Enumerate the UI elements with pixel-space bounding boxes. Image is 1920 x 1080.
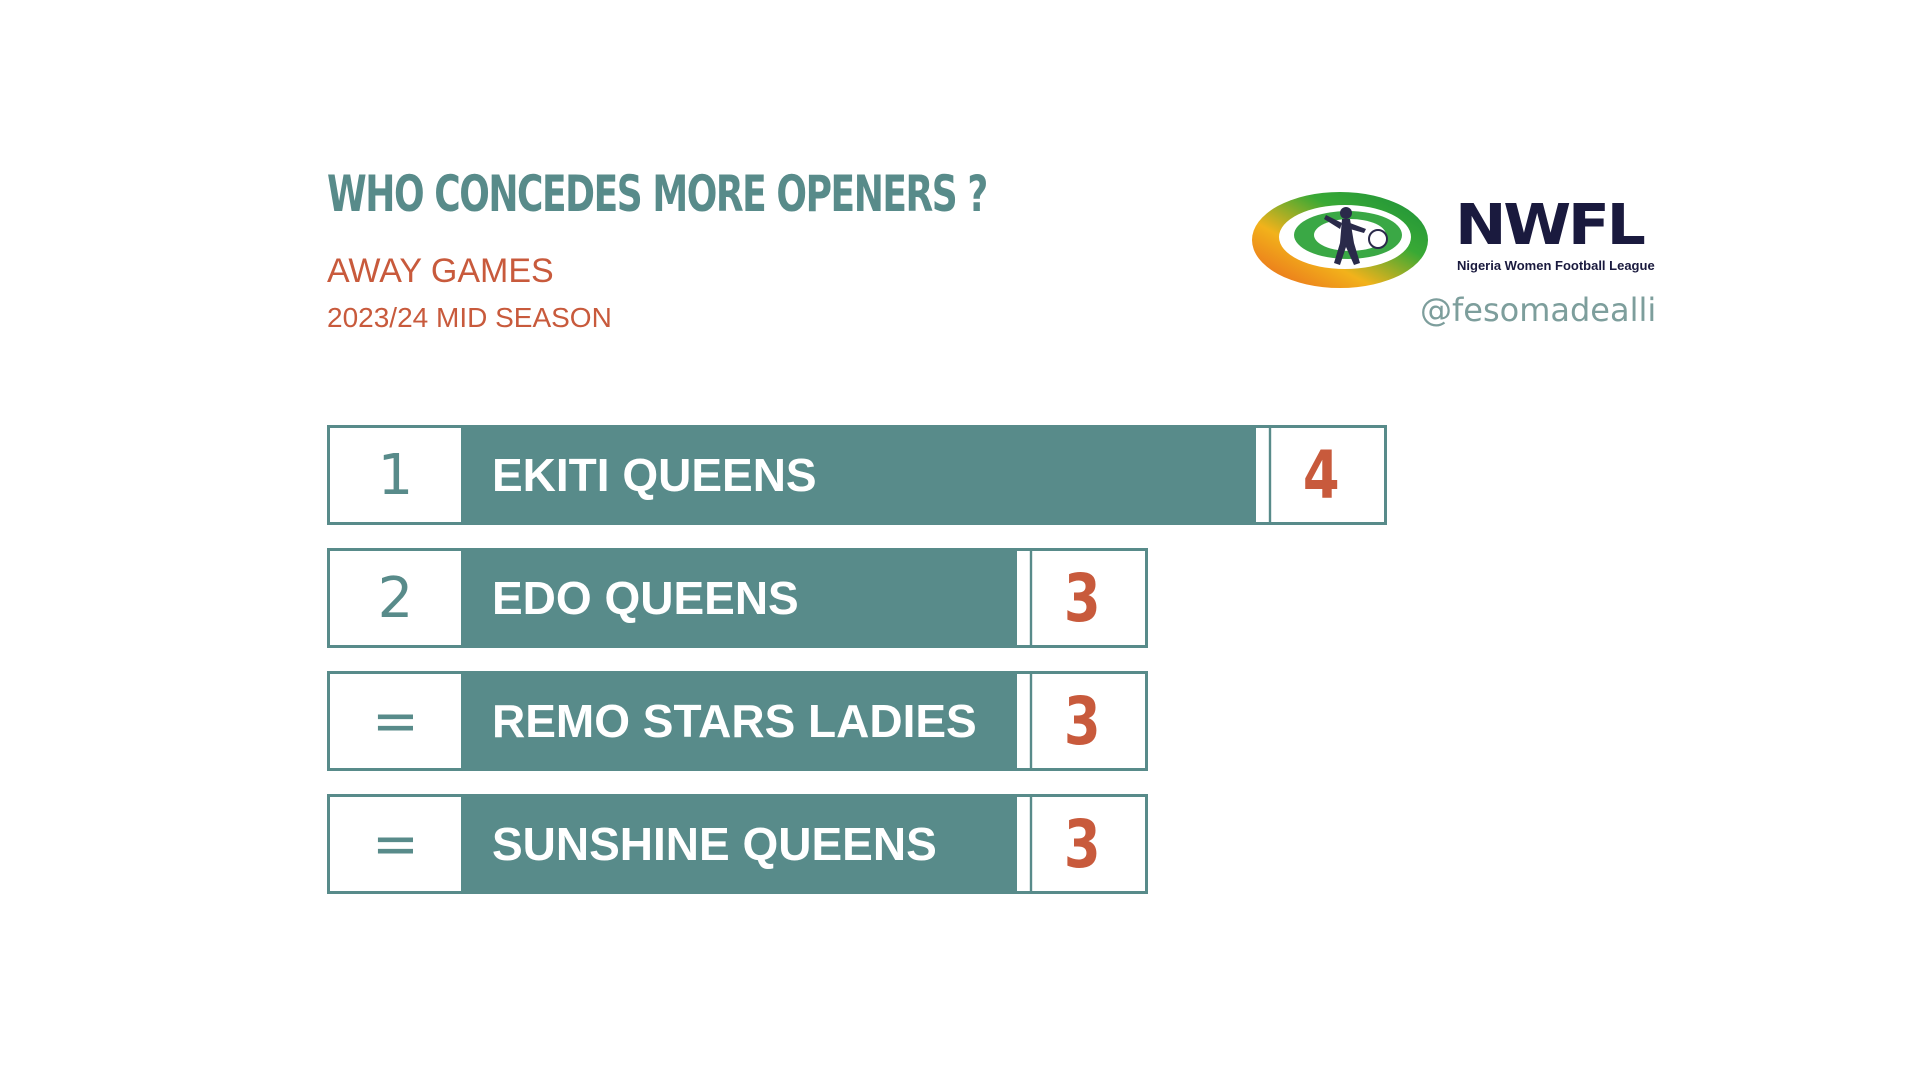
team-bar: REMO STARS LADIES — [464, 674, 1017, 768]
value-label: 4 — [1268, 428, 1371, 522]
nwfl-tagline: Nigeria Women Football League — [1457, 258, 1655, 273]
ranking-row: = REMO STARS LADIES 3 — [327, 671, 1148, 771]
nwfl-logo-icon — [1252, 192, 1428, 288]
season-label: 2023/24 MID SEASON — [327, 302, 612, 333]
rank-label: = — [330, 797, 464, 891]
rank-label: 1 — [330, 428, 464, 522]
team-bar: EDO QUEENS — [464, 551, 1017, 645]
page-subtitle: AWAY GAMES — [327, 252, 554, 290]
value-label: 3 — [1029, 797, 1132, 891]
rank-label: 2 — [330, 551, 464, 645]
ranking-row: 1 EKITI QUEENS 4 — [327, 425, 1387, 525]
ranking-row: = SUNSHINE QUEENS 3 — [327, 794, 1148, 894]
page-title: WHO CONCEDES MORE OPENERS ? — [327, 165, 988, 223]
value-label: 3 — [1029, 551, 1132, 645]
team-bar: EKITI QUEENS — [464, 428, 1256, 522]
author-handle: @fesomadealli — [1420, 291, 1657, 329]
rank-label: = — [330, 674, 464, 768]
team-bar: SUNSHINE QUEENS — [464, 797, 1017, 891]
nwfl-brand: NWFL — [1455, 193, 1646, 258]
value-label: 3 — [1029, 674, 1132, 768]
ranking-row: 2 EDO QUEENS 3 — [327, 548, 1148, 648]
